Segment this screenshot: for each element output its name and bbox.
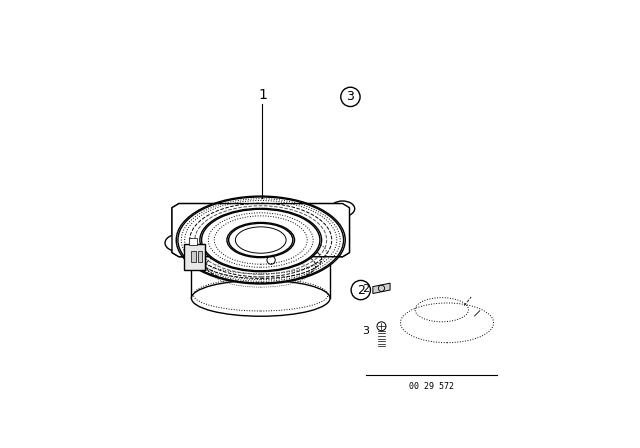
Text: 2: 2	[362, 284, 369, 294]
FancyBboxPatch shape	[184, 244, 205, 270]
Ellipse shape	[176, 196, 345, 284]
Circle shape	[339, 205, 347, 213]
Circle shape	[340, 87, 360, 107]
Circle shape	[351, 280, 371, 300]
Text: 3: 3	[362, 327, 369, 336]
Text: 2: 2	[357, 284, 365, 297]
Polygon shape	[373, 283, 390, 293]
Polygon shape	[172, 203, 349, 257]
Ellipse shape	[227, 223, 294, 258]
Text: 1: 1	[258, 88, 267, 102]
Text: 00 29 572: 00 29 572	[409, 382, 454, 391]
Bar	[198, 251, 202, 262]
Bar	[191, 251, 196, 262]
Polygon shape	[172, 203, 349, 257]
Ellipse shape	[191, 280, 330, 316]
Ellipse shape	[330, 201, 355, 216]
Circle shape	[377, 322, 386, 331]
Bar	[189, 238, 197, 245]
Text: 3: 3	[346, 90, 355, 103]
Circle shape	[173, 239, 181, 247]
Ellipse shape	[165, 235, 189, 251]
Ellipse shape	[200, 208, 321, 271]
